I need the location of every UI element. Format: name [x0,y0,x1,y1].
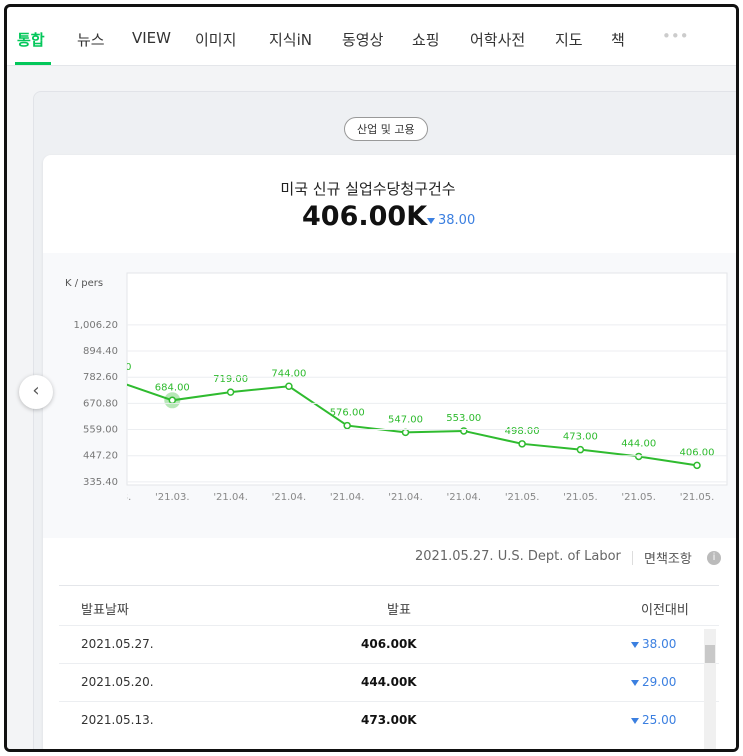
table-top [59,585,719,586]
change-cell: 25.00 [631,713,676,727]
table-header: 발표 [387,603,411,618]
active-underline [15,62,51,65]
change: 38.00 [427,213,475,228]
y-tick-label: 447.20 [83,451,118,462]
value-cell: 406.00K [361,637,417,651]
point [634,452,643,461]
change-value: 25.00 [642,713,677,727]
point [460,427,468,435]
point [518,440,526,448]
date-cell: 2021.05.20. [81,675,154,689]
point [401,428,410,437]
x-tick-label: '21.04. [272,492,307,503]
tab[interactable]: 통합 [17,31,45,49]
x-tick-label: '21.05. [680,492,715,503]
x-tick-label: '21.04. [213,492,248,503]
y-tick-label: 894.40 [83,346,118,357]
value-label: 770.00 [97,362,132,373]
disclaimer[interactable]: 면책조항 [644,552,692,567]
change-value: 38.00 [642,637,677,651]
down-icon [631,641,639,648]
plot-area [126,272,728,486]
table-row: 2021.05.27. 406.00K 38.00 [59,625,719,664]
scroll-thumb[interactable] [705,645,715,663]
change-cell: 38.00 [631,637,676,651]
value-label: 719.00 [213,374,248,385]
x-tick-label: '21.05. [621,492,656,503]
down-icon [427,217,435,224]
source: 2021.05.27. U.S. Dept. of Labor [415,549,621,564]
point [226,388,235,396]
frame: 통합 뉴스 VIEW 이미지 지식iN 동영상 쇼핑 어학사전 지도 책 ••• 산업 및 고용 … [4,4,739,752]
table-header: 발표날짜 [81,603,129,618]
table-row: 2021.05.20. 444.00K 29.00 [59,663,719,702]
tab[interactable]: 이미지 [195,31,237,49]
category-badge[interactable]: 산업 및 고용 [344,117,428,141]
tab[interactable]: 어학사전 [470,31,526,49]
y-tick-label: 335.40 [83,477,118,488]
point [693,461,701,470]
point [285,382,293,391]
more-dots[interactable]: ••• [662,27,689,45]
change-value: 29.00 [642,675,677,689]
value-label: 553.00 [446,413,481,424]
date-cell: 2021.05.13. [81,713,154,727]
prev-button[interactable]: ‹ [19,375,53,409]
down-icon [631,679,639,686]
tab[interactable]: 동영상 [342,31,384,49]
x-tick-label: '21.04. [330,492,365,503]
value-label: 576.00 [330,408,365,419]
tab[interactable]: 뉴스 [77,31,105,49]
y-axis-label: K / pers [65,278,103,289]
y-tick-label: 559.00 [83,425,118,436]
x-tick-label: '21.05. [563,492,598,503]
tab[interactable]: 쇼핑 [412,31,440,49]
chart: K / pers '21.03. '21.03. '21.04. '21.04. '21… [65,272,728,503]
value-label: 744.00 [271,368,306,379]
info-icon[interactable]: i [707,551,721,565]
value-cell: 473.00K [361,713,417,727]
change-value: 38.00 [438,213,476,228]
value-label: 498.00 [505,426,540,437]
table-header: 이전대비 [641,603,689,618]
point [576,445,585,454]
change-cell: 29.00 [631,675,676,689]
y-tick-label: 670.80 [83,398,118,409]
value-label: 473.00 [563,432,598,443]
date-cell: 2021.05.27. [81,637,154,651]
tab[interactable]: 책 [611,31,625,49]
x-tick-label: '21.05. [505,492,540,503]
x-tick-label: '21.04. [447,492,482,503]
point [168,396,177,405]
down-icon [631,717,639,724]
tab[interactable]: 지식iN [269,31,312,49]
tab[interactable]: 지도 [555,31,583,49]
table-row: 2021.05.13. 473.00K 25.00 [59,701,719,740]
value-label: 406.00 [680,447,715,458]
current-value: 406.00K [302,201,428,232]
y-tick-label: 1,006.20 [73,320,118,331]
x-tick-label: '21.03. [155,492,190,503]
value-label: 684.00 [155,382,190,393]
value-label: 444.00 [621,438,656,449]
x-tick-label: '21.03. [97,492,132,503]
value-label: 547.00 [388,414,423,425]
value-cell: 444.00K [361,675,417,689]
tab[interactable]: VIEW [132,29,171,47]
y-tick-label: 782.60 [83,372,118,383]
x-tick-label: '21.04. [388,492,423,503]
point [343,421,351,430]
separator [632,551,633,565]
indicator-title: 미국 신규 실업수당청구건수 [280,180,456,198]
